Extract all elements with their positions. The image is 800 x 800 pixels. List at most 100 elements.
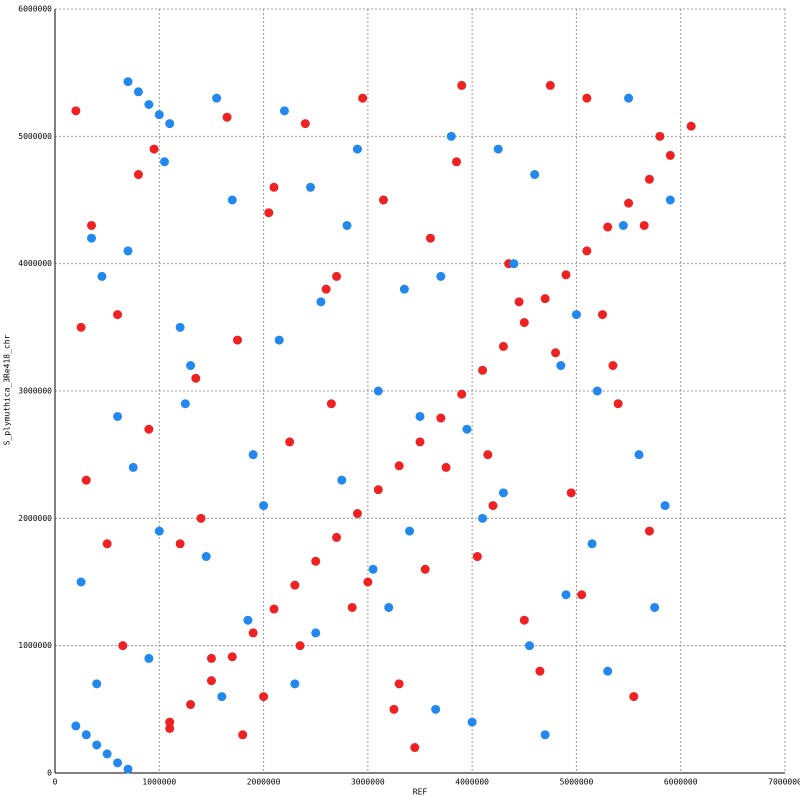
x-tick-label: 4000000	[455, 778, 489, 787]
point	[326, 399, 336, 409]
point	[154, 110, 164, 120]
point	[87, 220, 96, 230]
point	[274, 335, 284, 345]
point	[686, 121, 696, 131]
point	[290, 580, 300, 590]
point	[316, 297, 326, 307]
point	[441, 462, 451, 472]
point	[478, 513, 488, 523]
point	[133, 87, 143, 97]
x-tick-label: 3000000	[351, 778, 385, 787]
point	[269, 182, 279, 192]
point	[556, 361, 566, 371]
x-tick-label: 0	[53, 778, 58, 787]
point	[551, 348, 561, 358]
point	[431, 704, 441, 714]
point	[379, 195, 388, 205]
point	[415, 437, 425, 447]
point	[81, 475, 91, 485]
point	[285, 437, 295, 447]
point	[493, 144, 503, 154]
point	[457, 80, 467, 90]
point	[582, 246, 592, 256]
point	[618, 220, 628, 230]
point	[154, 526, 164, 536]
point	[582, 93, 592, 103]
point	[102, 539, 112, 549]
point	[165, 723, 175, 733]
point	[498, 488, 508, 498]
y-tick-label: 0	[47, 769, 52, 778]
x-tick-label: 2000000	[247, 778, 281, 787]
point	[410, 743, 420, 753]
y-tick-label: 2000000	[18, 514, 52, 523]
point	[598, 310, 607, 320]
point	[87, 233, 96, 243]
point	[196, 513, 206, 523]
point	[472, 552, 482, 562]
point	[587, 539, 597, 549]
point	[624, 198, 634, 208]
point	[233, 335, 242, 345]
point	[76, 322, 86, 332]
point	[165, 717, 175, 727]
point	[488, 501, 498, 511]
point	[222, 112, 232, 122]
point	[123, 764, 133, 774]
point	[128, 462, 138, 472]
point	[243, 615, 253, 625]
point	[149, 144, 159, 154]
point	[608, 361, 618, 371]
x-tick-label: 6000000	[664, 778, 698, 787]
point	[436, 271, 446, 281]
point	[92, 679, 102, 689]
point	[399, 284, 409, 294]
point	[113, 758, 123, 768]
point	[206, 653, 216, 663]
x-axis-label: REF	[413, 788, 428, 797]
point	[561, 590, 571, 600]
point	[92, 740, 102, 750]
point	[259, 692, 269, 702]
point	[191, 373, 201, 383]
point	[311, 628, 321, 638]
point	[498, 341, 508, 351]
point	[113, 310, 123, 320]
point	[212, 93, 222, 103]
point	[352, 144, 362, 154]
point	[264, 208, 274, 218]
point	[347, 602, 357, 612]
point	[269, 604, 279, 614]
point	[425, 233, 435, 243]
point	[201, 552, 211, 562]
point	[389, 704, 399, 714]
point	[332, 271, 342, 281]
point	[452, 157, 461, 167]
point	[394, 461, 404, 471]
point	[144, 424, 154, 434]
point	[118, 641, 128, 651]
point	[655, 131, 665, 141]
point	[144, 100, 154, 109]
point	[665, 195, 675, 205]
y-tick-label: 6000000	[18, 5, 52, 14]
point	[509, 259, 519, 269]
point	[363, 577, 373, 587]
point	[337, 475, 347, 485]
point	[279, 106, 289, 116]
point	[217, 692, 227, 702]
point	[227, 195, 237, 205]
point	[603, 666, 613, 676]
point	[76, 577, 86, 587]
point	[123, 77, 133, 87]
point	[629, 692, 639, 702]
point	[373, 386, 383, 396]
point	[545, 80, 555, 90]
point	[113, 411, 123, 421]
point	[577, 590, 587, 600]
point	[144, 653, 154, 663]
point	[457, 389, 467, 399]
point	[519, 615, 529, 625]
point	[530, 170, 540, 180]
